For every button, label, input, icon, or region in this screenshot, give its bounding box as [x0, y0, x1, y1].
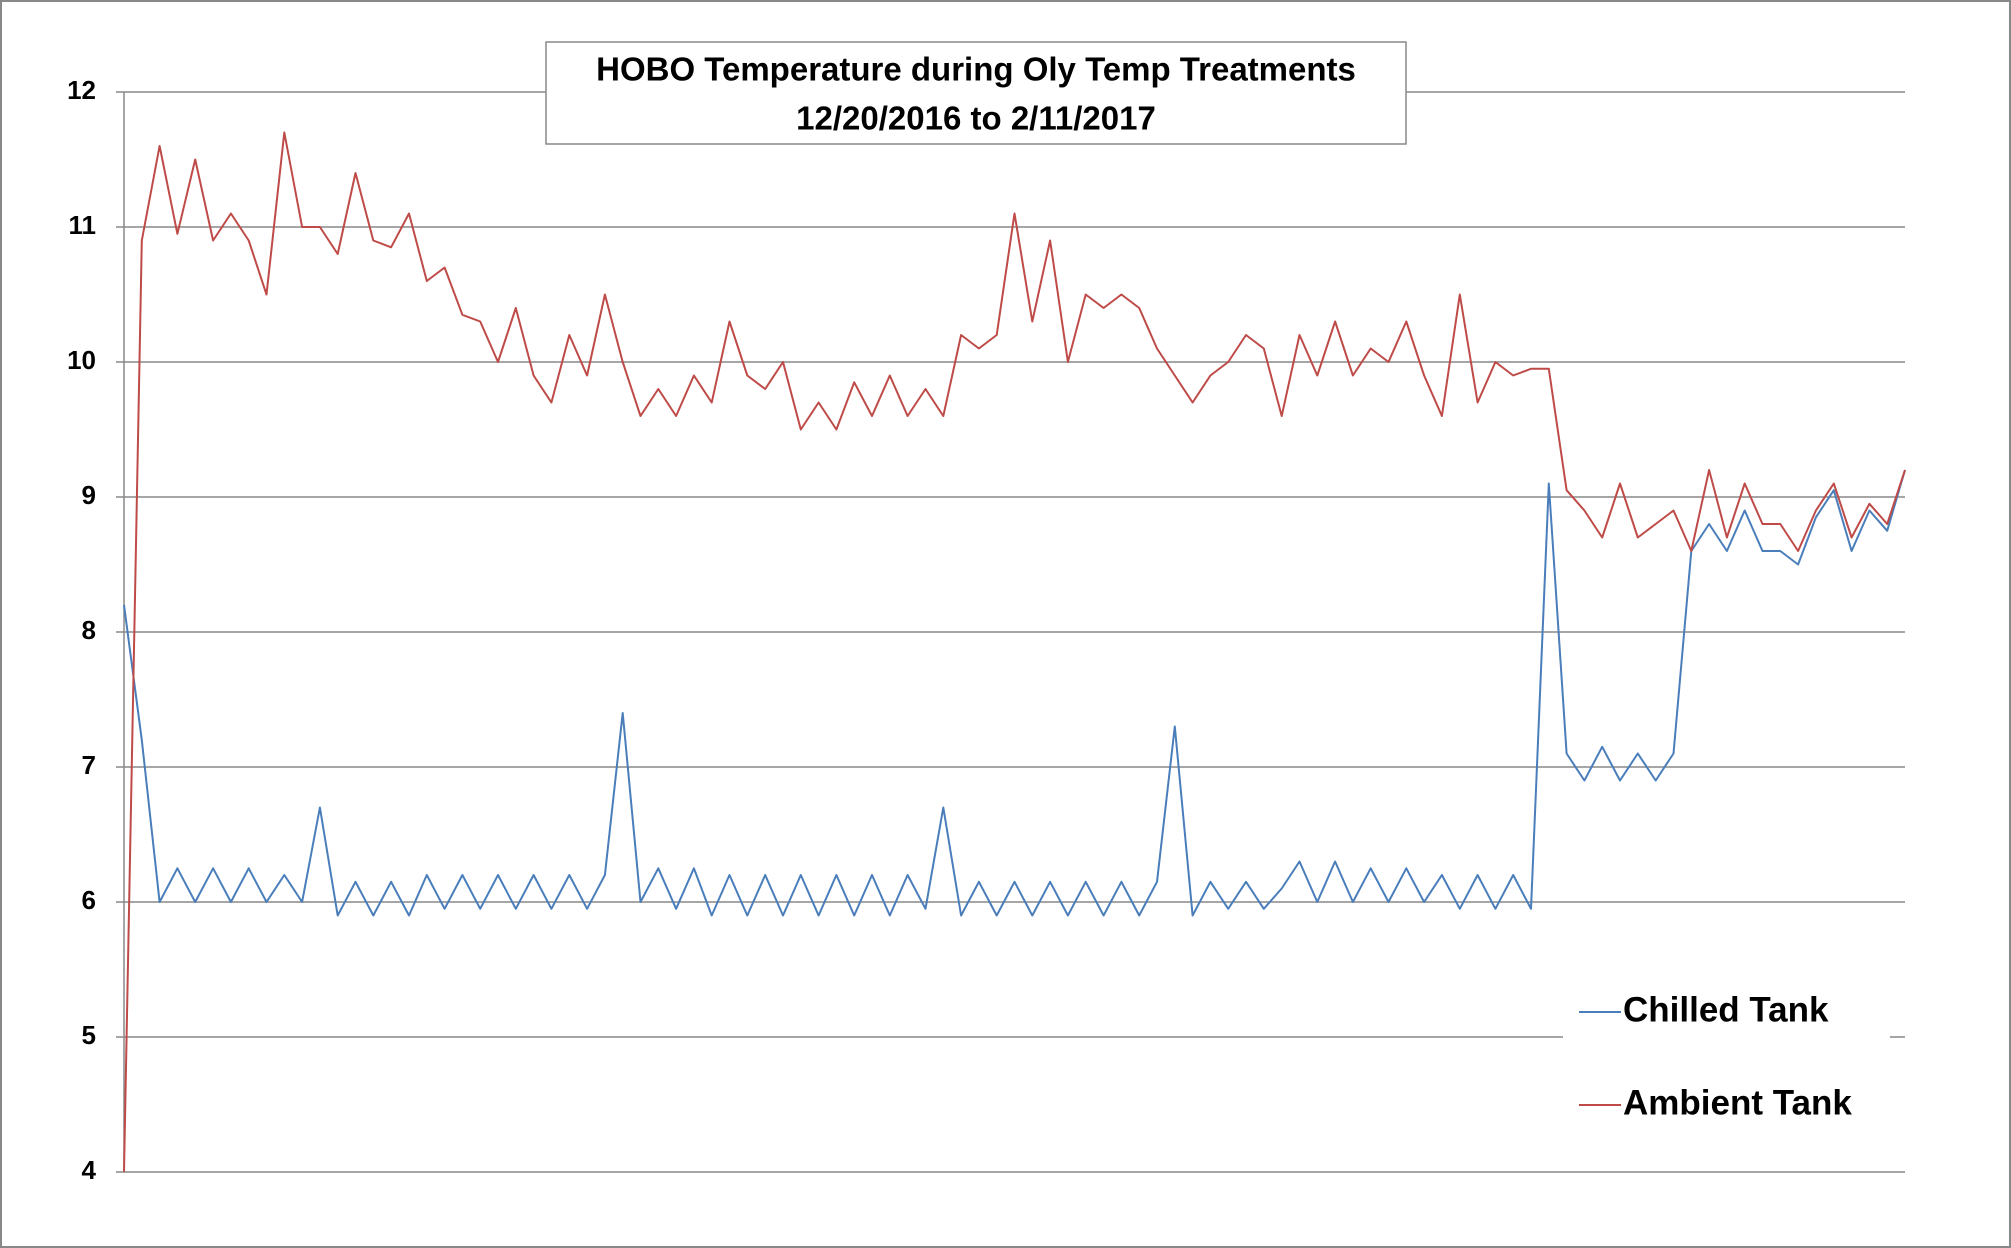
legend-box [1563, 970, 1890, 1150]
chart-title: HOBO Temperature during Oly Temp Treatme… [596, 51, 1356, 88]
title-box [545, 41, 1407, 145]
y-tick-label: 6 [82, 885, 96, 915]
y-tick-label: 12 [67, 75, 96, 105]
plot-lines [123, 131, 1906, 1173]
y-tick-label: 7 [82, 750, 96, 780]
series-line [123, 469, 1906, 917]
y-tick-label: 4 [82, 1155, 97, 1185]
y-tick-label: 9 [82, 480, 96, 510]
y-tick-label: 8 [82, 615, 96, 645]
y-tick-label: 10 [67, 345, 96, 375]
y-tick-label: 5 [82, 1020, 96, 1050]
chart-subtitle: 12/20/2016 to 2/11/2017 [796, 100, 1156, 137]
legend: Chilled Tank Ambient Tank [1563, 970, 1890, 1150]
legend-label: Ambient Tank [1623, 1083, 1852, 1122]
legend-label: Chilled Tank [1623, 990, 1829, 1029]
y-tick-label: 11 [69, 210, 97, 240]
series-line [123, 131, 1906, 1173]
